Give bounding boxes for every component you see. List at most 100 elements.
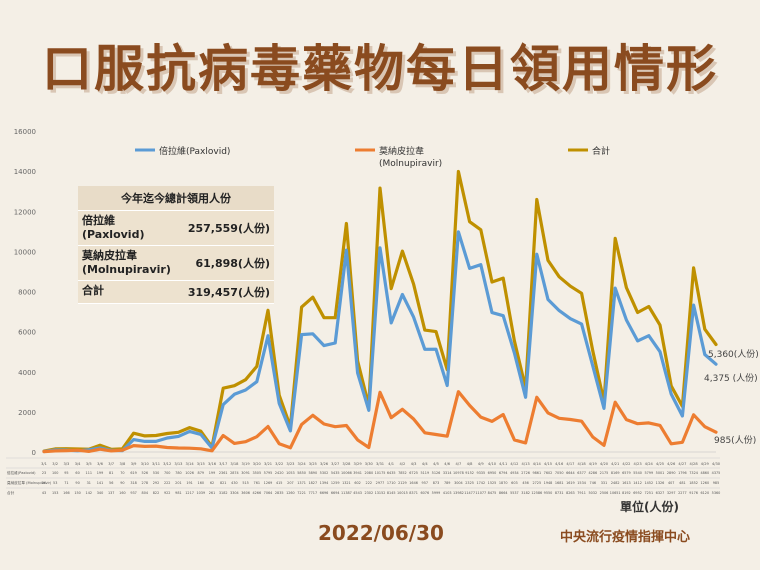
x-tick-label: 3/1 (41, 462, 47, 466)
table-cell-value: 1948 (544, 481, 553, 485)
table-cell-value: 1260 (286, 491, 295, 495)
x-tick-label: 4/5 (433, 462, 439, 466)
table-cell-value: 2726 (521, 471, 530, 475)
x-tick-label: 4/18 (578, 462, 587, 466)
table-cell-value: 292 (153, 481, 159, 485)
table-cell-value: 8169 (611, 471, 620, 475)
table-cell-value: 4103 (443, 491, 452, 495)
x-tick-label: 3/11 (152, 462, 160, 466)
source-label: 中央流行疫情指揮中心 (560, 530, 691, 545)
y-tick-label: 0 (32, 449, 36, 457)
series-line (42, 230, 718, 454)
x-tick-label: 3/15 (197, 462, 205, 466)
table-cell-value: 981 (175, 491, 181, 495)
table-cell-value: 3314 (443, 471, 452, 475)
table-cell-value: 1452 (644, 481, 653, 485)
x-tick-label: 4/17 (566, 462, 574, 466)
series-line (42, 390, 718, 454)
table-cell-value: 7324 (689, 471, 698, 475)
table-row-label: 莫納皮拉韋 (Molnupiravir) (7, 480, 52, 485)
x-tick-label: 4/10 (488, 462, 497, 466)
table-cell-value: 318 (130, 481, 136, 485)
table-cell-value: 10175 (375, 471, 386, 475)
table-cell-value: 9861 (532, 471, 541, 475)
x-tick-label: 3/31 (376, 462, 384, 466)
table-cell-value: 222 (366, 481, 372, 485)
y-tick-label: 2000 (18, 409, 36, 417)
summary-row-molnupiravir: 莫納皮拉韋 (Molnupiravir) 61,898(人份) (78, 246, 274, 281)
table-cell-value: 1259 (331, 481, 340, 485)
table-cell-value: 8263 (566, 491, 575, 495)
x-tick-label: 4/25 (656, 462, 664, 466)
y-tick-label: 4000 (18, 369, 36, 377)
table-cell-value: 407 (668, 481, 674, 485)
table-cell-value: 5119 (420, 471, 429, 475)
table-cell-value: 7911 (577, 491, 586, 495)
table-cell-value: 43 (42, 491, 46, 495)
table-cell-value: 526 (142, 471, 148, 475)
table-cell-value: 789 (444, 481, 450, 485)
table-cell-value: 6435 (387, 471, 396, 475)
table-cell-value: 20 (42, 481, 46, 485)
table-cell-value: 4860 (700, 471, 709, 475)
table-cell-value: 81 (109, 471, 113, 475)
table-cell-value: 6579 (622, 471, 631, 475)
table-cell-value: 1613 (622, 481, 631, 485)
table-cell-value: 873 (433, 481, 439, 485)
table-cell-value: 160 (198, 481, 204, 485)
table-cell-value: 7602 (544, 471, 553, 475)
table-cell-value: 207 (287, 481, 293, 485)
table-cell-value: 150 (74, 491, 80, 495)
summary-row-paxlovid: 倍拉維 (Paxlovid) 257,559(人份) (78, 211, 274, 246)
x-tick-label: 4/21 (611, 462, 619, 466)
table-cell-value: 56 (109, 481, 113, 485)
x-tick-label: 4/28 (690, 462, 699, 466)
table-cell-value: 746 (590, 481, 596, 485)
table-cell-value: 5850 (297, 471, 306, 475)
table-cell-value: 95 (64, 471, 68, 475)
table-cell-value: 23 (42, 471, 46, 475)
table-cell-value: 141 (97, 481, 103, 485)
summary-label: 莫納皮拉韋 (Molnupiravir) (82, 249, 171, 276)
table-cell-value: 1039 (196, 491, 205, 495)
table-cell-value: 6794 (499, 471, 508, 475)
x-tick-label: 3/25 (309, 462, 317, 466)
table-cell-value: 6950 (488, 471, 497, 475)
x-tick-label: 3/7 (108, 462, 114, 466)
table-cell-value: 2725 (532, 481, 541, 485)
summary-value: 257,559(人份) (187, 222, 270, 235)
x-tick-label: 3/30 (365, 462, 374, 466)
x-tick-label: 4/24 (645, 462, 654, 466)
x-tick-label: 4/20 (600, 462, 609, 466)
table-cell-value: 6952 (633, 491, 642, 495)
table-cell-value: 515 (242, 481, 248, 485)
table-cell-value: 2506 (600, 491, 609, 495)
table-cell-value: 5890 (308, 471, 317, 475)
table-cell-value: 13152 (375, 491, 386, 495)
table-cell-value: 11387 (341, 491, 352, 495)
title-shadow: 口服抗病毒藥物每日領用情形 (45, 43, 721, 101)
table-cell-value: 1525 (488, 481, 497, 485)
summary-row-total: 合計 319,457(人份) (78, 281, 274, 304)
table-cell-value: 6327 (656, 491, 665, 495)
summary-label: 倍拉維 (Paxlovid) (82, 214, 145, 241)
table-cell-value: 10978 (453, 471, 464, 475)
table-cell-value: 430 (231, 481, 237, 485)
x-tick-label: 3/13 (174, 462, 182, 466)
x-tick-label: 3/6 (97, 462, 103, 466)
table-cell-value: 619 (130, 471, 136, 475)
x-tick-label: 4/27 (678, 462, 686, 466)
table-cell-value: 1646 (409, 481, 418, 485)
x-tick-label: 3/2 (52, 462, 58, 466)
x-tick-label: 3/17 (219, 462, 227, 466)
table-cell-value: 7852 (398, 471, 407, 475)
table-cell-value: 1026 (185, 471, 194, 475)
table-cell-value: 3004 (454, 481, 463, 485)
table-cell-value: 278 (142, 481, 148, 485)
x-tick-label: 4/15 (544, 462, 552, 466)
table-cell-value: 9176 (689, 491, 698, 495)
table-cell-value: 456 (522, 481, 528, 485)
table-cell-value: 2977 (376, 481, 385, 485)
table-cell-value: 4286 (588, 471, 597, 475)
x-tick-label: 3/29 (354, 462, 363, 466)
